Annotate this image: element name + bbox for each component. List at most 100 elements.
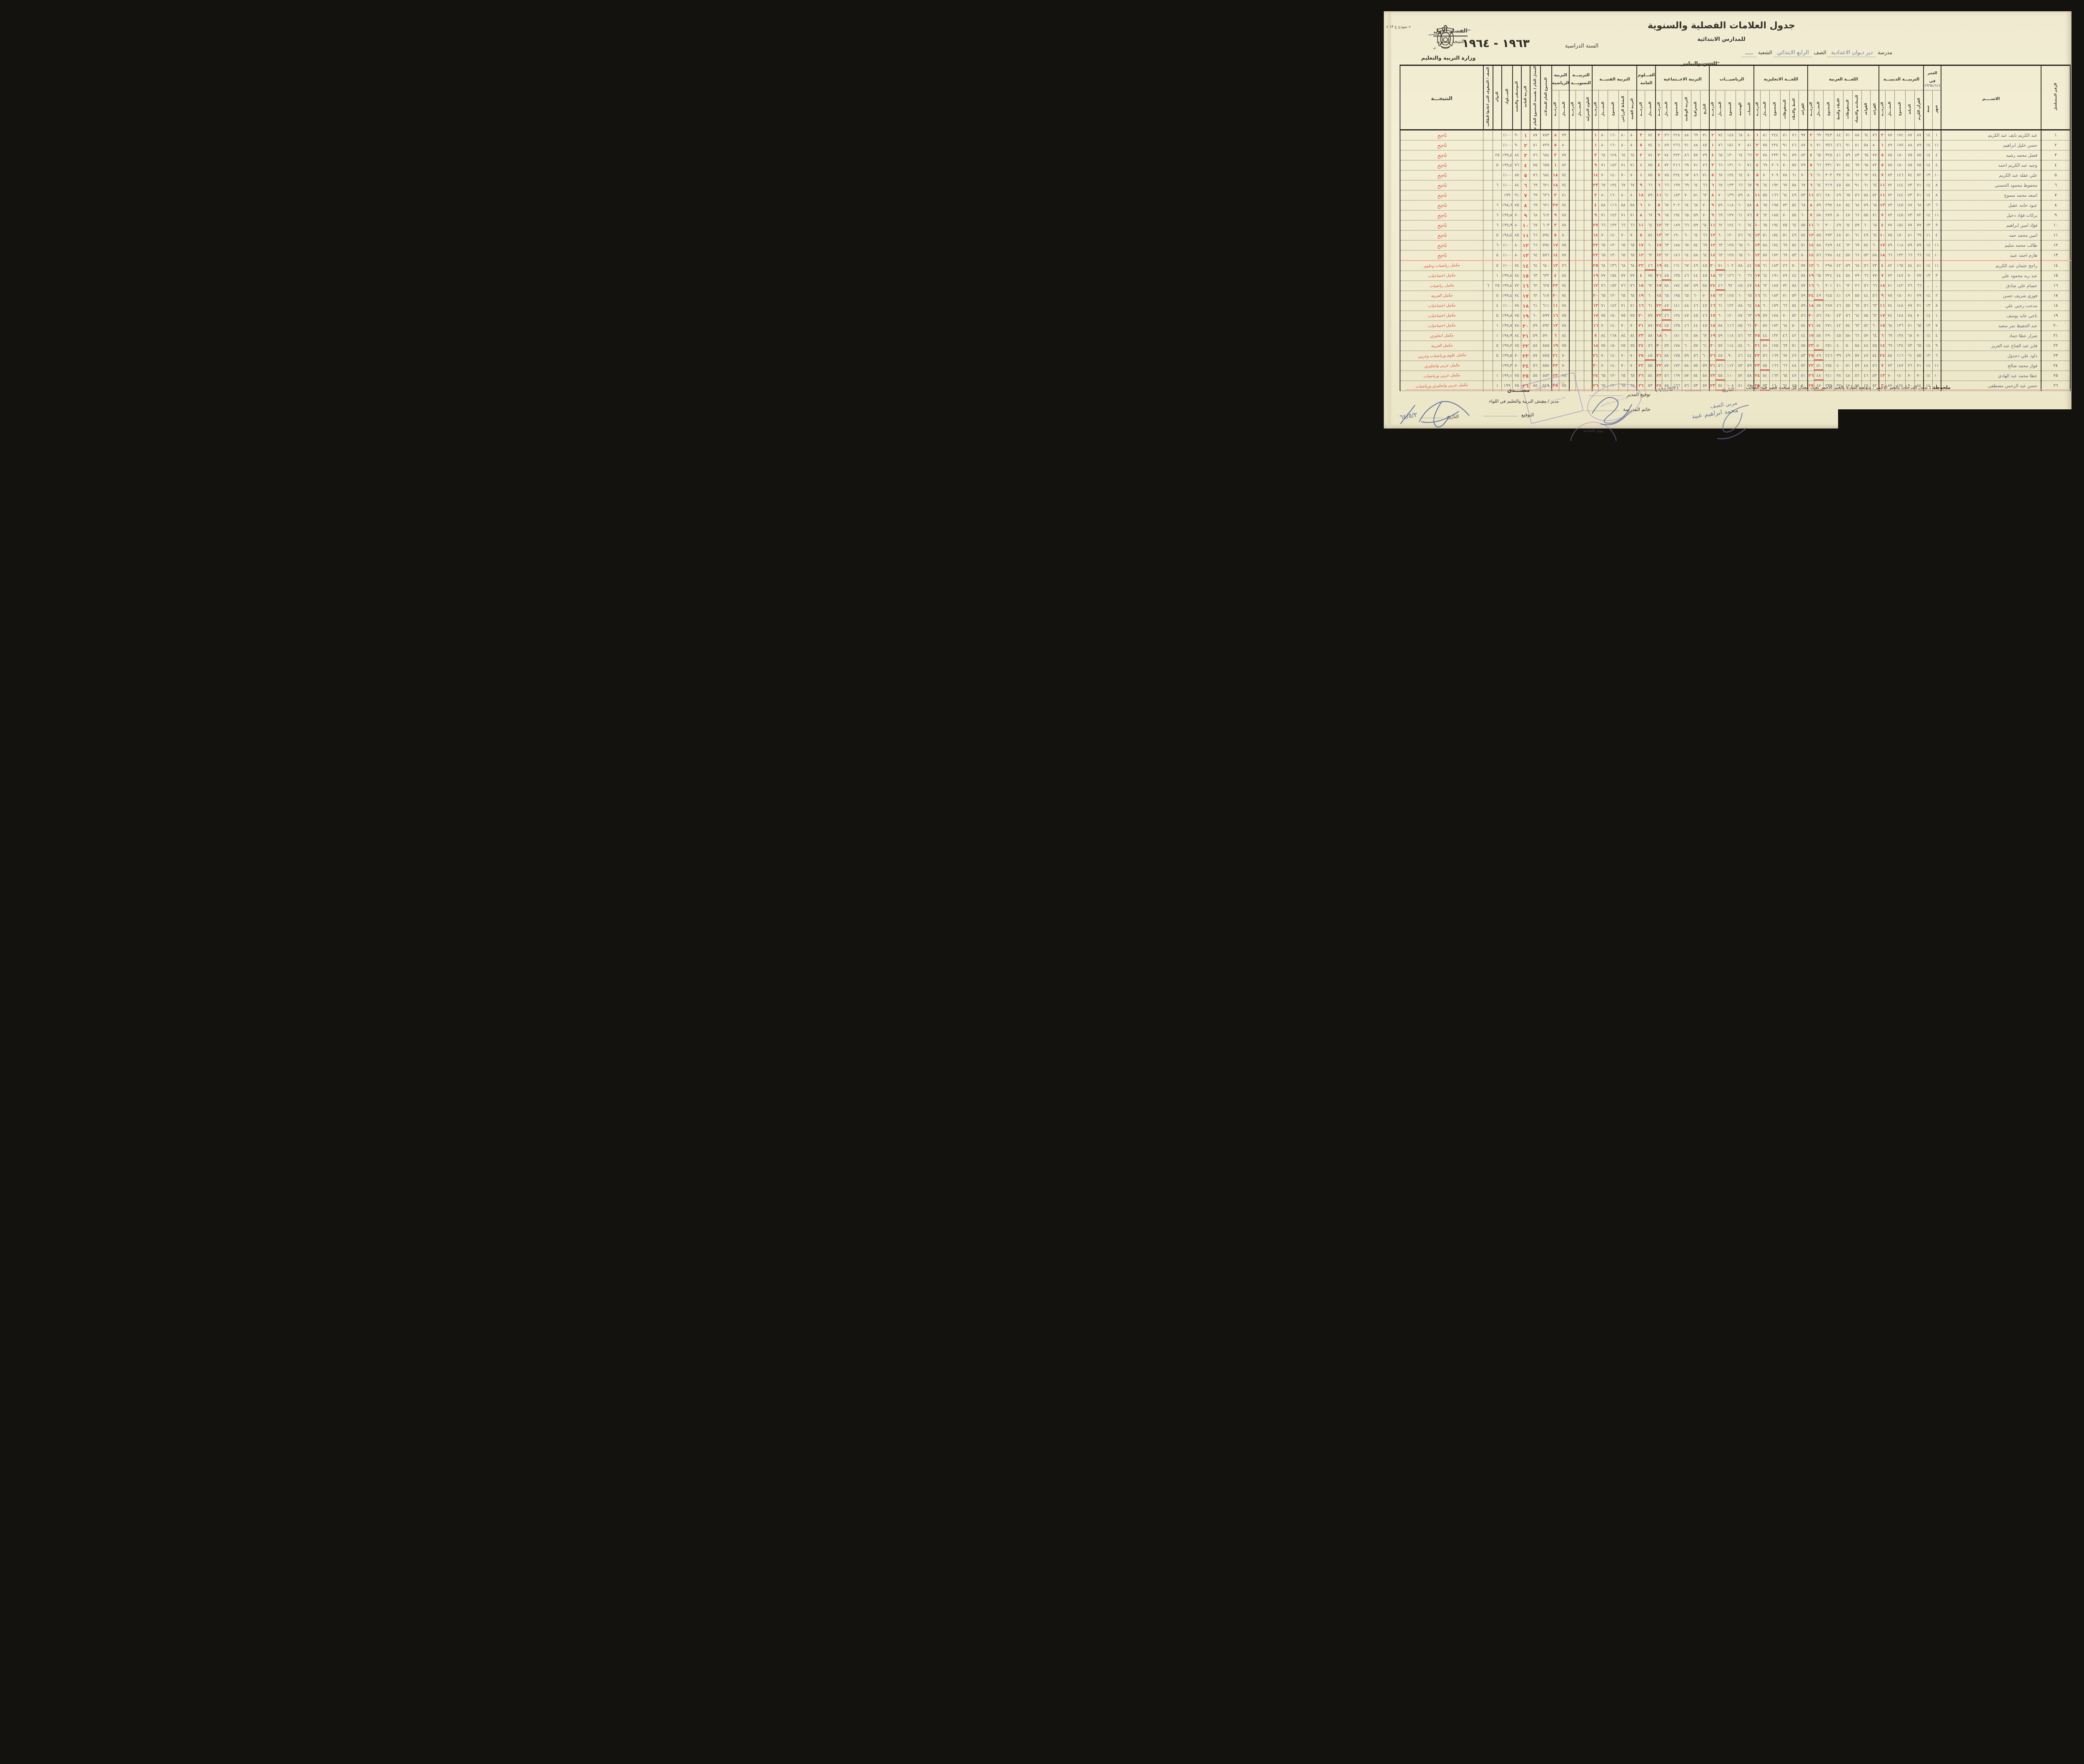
mark-cell: ١٤ (1923, 130, 1933, 140)
footnote-label: ملحوظة : (1929, 385, 1951, 390)
result-cell: ناجح (1399, 160, 1483, 170)
mark-cell: ٥٧ (1852, 351, 1862, 361)
mark-cell: ٦٤ (1681, 250, 1691, 261)
mark-cell: ٦٢ (1760, 281, 1770, 291)
subject-sub-header: المعـــدل (1715, 90, 1725, 130)
result-cell: مكمل رياضيات (1399, 281, 1483, 291)
mark-cell: ١٥ (1753, 260, 1761, 271)
mark-cell: ٩٩٫٩٪ (1501, 220, 1513, 231)
mark-cell: ٧١ (1780, 130, 1790, 140)
mark-cell (1583, 331, 1593, 341)
mark-cell (1575, 281, 1584, 291)
mark-cell (1483, 230, 1493, 241)
mark-cell: ٤٦ (1735, 351, 1745, 361)
mark-cell: ٦ (1493, 240, 1502, 251)
mark-cell: ٧٩ (1700, 150, 1710, 160)
mark-cell: ١١٨ (1724, 200, 1736, 210)
mark-cell: ٧٢ (1870, 160, 1879, 170)
principal-signature-line: توقيع المدير (1589, 391, 1651, 397)
mark-cell: ٩٠ (1512, 140, 1521, 150)
mark-cell: ٩ (1932, 220, 1941, 231)
mark-cell: ٨٠ (1618, 190, 1628, 200)
mark-cell: ٦٥ (1598, 381, 1608, 391)
mark-cell: ٧٢ (1885, 190, 1895, 200)
mark-cell: ١٣ (1655, 230, 1662, 241)
mark-cell: ٦٦ (1735, 180, 1745, 190)
mark-cell (1569, 281, 1576, 291)
mark-cell: ٧٥ (1644, 170, 1656, 180)
mark-cell: ١٠٨ (1724, 381, 1736, 391)
mark-cell: ٨٤ (1914, 381, 1924, 391)
mark-cell: ٦٨٤ (1540, 150, 1552, 160)
mark-cell: ٧٥ (1558, 240, 1570, 251)
mark-cell: ٢٠ (1592, 361, 1599, 371)
mark-cell: ٧١ (1905, 321, 1915, 331)
mark-cell: ٥٦ (1843, 311, 1853, 321)
mark-cell: ٧٤ (1644, 140, 1656, 150)
mark-cell: ٧٦ (1512, 160, 1521, 170)
mark-cell (1575, 170, 1584, 180)
mark-cell: ٤٨ (1861, 361, 1871, 371)
mark-cell: ٢٢ (1807, 361, 1814, 371)
mark-cell: ١٧٢ (1671, 361, 1682, 371)
mark-cell: ١٩ (1592, 271, 1599, 281)
mark-cell: ١٣ (1521, 250, 1530, 261)
mark-cell: ٧٠ (1744, 170, 1754, 180)
mark-cell: ٥٥ (1530, 371, 1540, 381)
mark-cell: ٦٣ (1715, 291, 1725, 301)
mark-cell: ١٩ (1655, 260, 1662, 271)
mark-cell: ٦٢١ (1540, 180, 1552, 190)
mark-cell: ٦٢١ (1540, 200, 1552, 210)
mark-cell: ٥٦ (1735, 230, 1745, 241)
mark-cell: ٨٠ (1627, 130, 1637, 140)
mark-cell: ٦٠ (1870, 321, 1879, 331)
mark-cell: ١٨٨ (1671, 240, 1682, 251)
mark-cell: ٦٢٥ (1540, 281, 1552, 291)
mark-cell: ٢٠٢ (1671, 200, 1682, 210)
mark-cell: ٦٦ (1780, 301, 1790, 311)
mark-cell: ٦٤ (1700, 220, 1710, 231)
svg-text:المملكة الاردنية الهاشمية: المملكة الاردنية الهاشمية (1428, 24, 1437, 50)
mark-cell: ١٦٠ (1607, 190, 1619, 200)
mark-cell: ١٧ (1521, 291, 1530, 301)
mark-cell (1583, 180, 1593, 190)
mark-cell: ٢١ (1807, 321, 1814, 331)
mark-cell: ٧٥ (1512, 381, 1521, 391)
mark-cell: ٦٠ (1700, 351, 1710, 361)
mark-cell: ٨٠ (1558, 230, 1570, 241)
mark-cell: ٧٠ (1618, 321, 1628, 331)
mark-cell: ٦٦ (1813, 160, 1824, 170)
mark-cell: ٧٦ (1598, 281, 1608, 291)
student-name-cell: عبد الحفيظ نمر سعيد (1941, 321, 2041, 331)
mark-cell (1575, 331, 1584, 341)
mark-cell: ٨٧ (1885, 381, 1895, 391)
mark-cell: ٨٧ (1700, 140, 1710, 150)
mark-cell: ١٣ (1923, 271, 1933, 281)
mark-cell: ٦٤ (1780, 381, 1790, 391)
result-cell: ناجح (1399, 200, 1483, 210)
mark-cell: ١١٠ (1724, 371, 1736, 381)
mark-cell: ٦٢ (1715, 220, 1725, 231)
mark-cell: ٥٤ (1813, 321, 1824, 331)
mark-cell: ٥١ (1798, 371, 1808, 381)
student-name-cell: عبود حامد عقيل (1941, 200, 2041, 210)
subject-sub-header: المعـــدل (1813, 90, 1824, 130)
mark-cell: ٤١ (1834, 150, 1844, 160)
mark-cell: ٥٥ (1735, 321, 1745, 331)
mark-cell: ٤٥ (1644, 351, 1656, 361)
mark-cell: ١٧٨ (1769, 311, 1781, 321)
summary-column-header: الموسيقى والنشيد (1512, 65, 1521, 130)
mark-cell: ١٠٠٪ (1501, 140, 1513, 150)
subject-sub-header: الدرجـــة (1753, 90, 1761, 130)
mark-cell: ٢٢٤ (1769, 140, 1781, 150)
mark-cell: ٥٤ (1870, 351, 1879, 361)
mark-cell: ٧٦ (1558, 260, 1570, 271)
mark-cell: ٧٣ (1780, 200, 1790, 210)
mark-cell: ١٣ (1879, 200, 1886, 210)
mark-cell: ٨٢ (1885, 260, 1895, 271)
mark-cell: ٧٠ (1558, 351, 1570, 361)
mark-cell: ١ (1493, 371, 1502, 381)
mark-cell: ٨٠ (1627, 140, 1637, 150)
mark-cell: ٦١ (1735, 210, 1745, 220)
mark-cell: ٦ (1493, 200, 1502, 210)
